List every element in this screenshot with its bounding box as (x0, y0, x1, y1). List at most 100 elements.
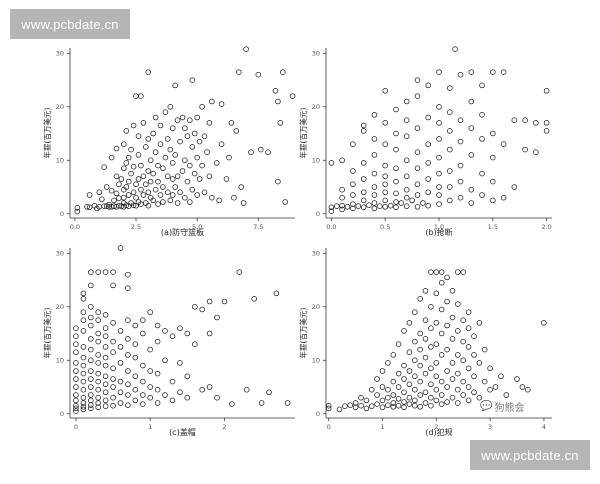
point-b (425, 202, 431, 209)
y-tick-label-b: 20 (312, 103, 320, 111)
point-b (360, 189, 367, 196)
point-b (344, 204, 351, 210)
point-a (231, 194, 237, 201)
point-d (379, 404, 386, 411)
point-c (125, 368, 131, 374)
x-tick-label-a: 5.0 (192, 223, 202, 231)
point-c (117, 328, 124, 334)
point-a (135, 152, 142, 158)
point-c (80, 290, 87, 297)
point-d (465, 325, 472, 331)
point-b (350, 201, 356, 207)
point-a (157, 122, 164, 129)
point-a (243, 46, 249, 52)
point-c (110, 349, 116, 355)
point-b (414, 192, 421, 198)
point-c (80, 406, 87, 413)
point-c (110, 402, 116, 409)
point-c (73, 325, 79, 331)
point-a (138, 162, 144, 169)
point-a (167, 146, 174, 153)
point-b (355, 203, 362, 209)
point-d (379, 384, 386, 390)
x-tick-label-d: 2 (434, 423, 438, 431)
point-b (436, 104, 442, 110)
point-b (393, 165, 399, 172)
point-a (165, 136, 171, 142)
y-tick-label-c: 30 (56, 250, 64, 258)
point-d (460, 378, 466, 385)
point-a (196, 176, 203, 182)
point-d (455, 370, 461, 377)
point-c (88, 384, 94, 390)
point-d (417, 378, 423, 385)
point-d (455, 386, 461, 393)
point-d (476, 394, 483, 401)
panel-a: 0.0 2.5 5.0 7.5 0 10 20 30 (a)防守篮板 年薪(百万美元) (42, 46, 296, 237)
point-d (525, 386, 531, 393)
point-b (334, 203, 340, 209)
point-d (449, 376, 456, 382)
point-d (401, 404, 407, 411)
point-d (460, 338, 466, 345)
x-tick-label-d: 3 (488, 423, 492, 431)
point-b (447, 128, 453, 134)
point-b (468, 200, 475, 206)
point-d (417, 296, 423, 302)
point-a (113, 145, 120, 152)
point-d (352, 404, 359, 411)
point-b (436, 192, 442, 198)
point-b (543, 120, 550, 126)
point-d (417, 330, 423, 337)
y-axis-label-d: 年薪(百万美元) (298, 308, 308, 359)
point-d (519, 384, 526, 390)
point-d (390, 378, 397, 385)
point-d (428, 344, 434, 350)
point-a (184, 133, 191, 139)
point-d (374, 376, 380, 382)
point-a (199, 162, 205, 169)
point-d (471, 352, 477, 358)
point-a (133, 202, 139, 209)
point-b (414, 181, 421, 188)
point-d (438, 378, 445, 385)
point-a (133, 181, 139, 188)
point-b (403, 194, 410, 201)
y-tick-label-a: 10 (56, 157, 64, 165)
point-b (468, 186, 475, 193)
point-b (382, 141, 388, 147)
point-c (125, 271, 131, 278)
point-a (111, 197, 117, 204)
point-c (95, 317, 101, 323)
point-b (447, 197, 453, 204)
point-c (95, 400, 101, 406)
point-a (189, 77, 196, 83)
y-axis-label-a: 年薪(百万美元) (42, 108, 52, 159)
point-b (436, 154, 442, 161)
point-b (522, 117, 528, 123)
y-tick-label-a: 20 (56, 103, 64, 111)
point-b (490, 178, 496, 185)
point-a (130, 163, 137, 170)
point-b (479, 170, 485, 177)
point-b (414, 125, 421, 131)
point-d (422, 370, 429, 377)
point-c (80, 400, 87, 406)
point-d (363, 405, 370, 412)
point-d (395, 384, 402, 390)
point-b (360, 204, 367, 211)
point-d (428, 304, 434, 310)
point-b (371, 136, 378, 142)
point-c (80, 344, 87, 350)
x-tick-label-c: 0 (74, 423, 78, 431)
point-b (511, 184, 518, 190)
point-d (449, 360, 456, 366)
point-d (487, 365, 493, 372)
point-a (169, 192, 176, 198)
point-c (110, 282, 116, 289)
point-a (233, 128, 240, 134)
point-c (88, 368, 94, 374)
point-c (199, 386, 205, 393)
point-c (125, 381, 131, 388)
